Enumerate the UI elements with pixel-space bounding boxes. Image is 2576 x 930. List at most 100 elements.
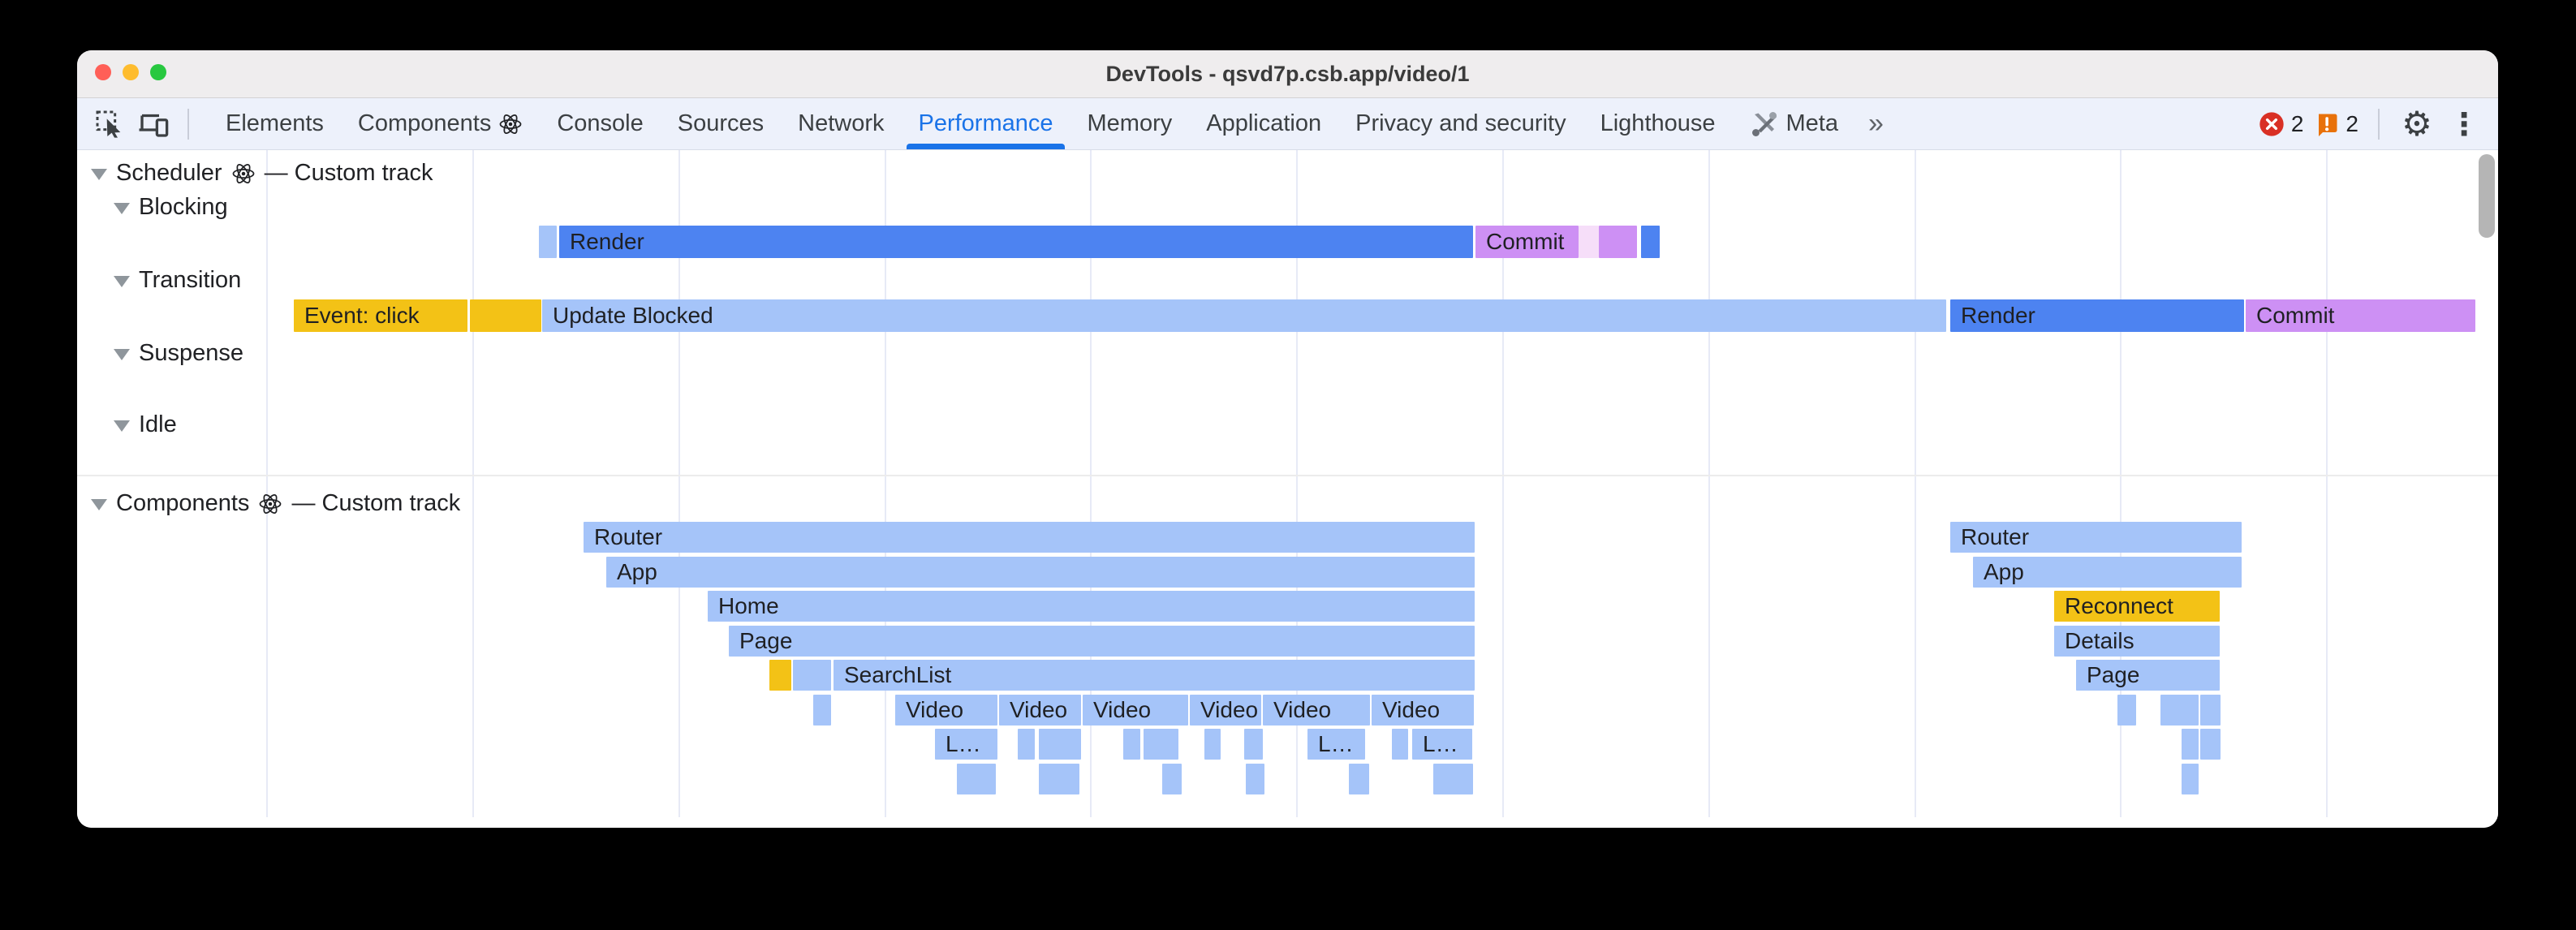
warning-icon: [2319, 114, 2337, 136]
tab-sources[interactable]: Sources: [661, 98, 781, 149]
track-label-scheduler[interactable]: Scheduler — Custom track: [91, 160, 433, 187]
flame-bar-commit[interactable]: Commit: [1475, 226, 1579, 258]
flame-bar-segment[interactable]: [2160, 695, 2199, 725]
flame-bar-router[interactable]: Router: [1950, 522, 2242, 553]
collapse-triangle-icon[interactable]: [114, 276, 130, 287]
flame-bar-render[interactable]: Render: [1950, 299, 2244, 332]
kebab-menu-icon[interactable]: ⋮: [2449, 105, 2479, 142]
flame-bar-segment[interactable]: [539, 226, 557, 258]
flame-bar-segment[interactable]: [1123, 729, 1140, 760]
tab-performance[interactable]: Performance: [901, 98, 1070, 149]
track-label-text: Idle: [139, 411, 177, 437]
track-label-text: Components: [116, 490, 250, 516]
collapse-triangle-icon[interactable]: [91, 499, 107, 510]
track-label-transition[interactable]: Transition: [114, 267, 241, 294]
timeline-gridline: [1708, 150, 1710, 817]
flame-bar-segment[interactable]: [1349, 764, 1369, 794]
inspect-icon[interactable]: [92, 106, 127, 142]
flame-bar-video[interactable]: Video: [1263, 695, 1370, 725]
track-label-suspense[interactable]: Suspense: [114, 340, 243, 367]
flame-bar-segment[interactable]: [1579, 226, 1599, 258]
flame-bar-segment[interactable]: [2182, 729, 2199, 760]
zoom-window-button[interactable]: [150, 64, 166, 80]
tab-label: Privacy and security: [1355, 110, 1566, 136]
flame-bar-commit[interactable]: Commit: [2246, 299, 2475, 332]
error-icon: [2259, 111, 2284, 136]
tab-elements[interactable]: Elements: [209, 98, 341, 149]
tab-memory[interactable]: Memory: [1070, 98, 1190, 149]
flame-bar-segment[interactable]: [470, 299, 541, 332]
flame-bar-update-blocked[interactable]: Update Blocked: [542, 299, 1946, 332]
flame-bar-video[interactable]: Video: [1190, 695, 1261, 725]
flame-bar-segment[interactable]: [1246, 764, 1264, 794]
flame-bar-page[interactable]: Page: [729, 626, 1475, 657]
track-label-suffix: — Custom track: [291, 490, 461, 516]
flame-bar-segment[interactable]: [1392, 729, 1408, 760]
flame-bar-searchlist[interactable]: SearchList: [834, 660, 1475, 691]
flame-bar-video[interactable]: Video: [999, 695, 1081, 725]
flame-bar-segment[interactable]: [1433, 764, 1473, 794]
more-tabs-button[interactable]: »: [1868, 108, 1885, 139]
timeline-gridline: [266, 150, 268, 817]
flame-bar-segment[interactable]: [1244, 729, 1263, 760]
collapse-triangle-icon[interactable]: [114, 203, 130, 214]
timeline-gridline: [472, 150, 474, 817]
flame-bar-segment[interactable]: [1144, 729, 1178, 760]
tab-label: Application: [1206, 110, 1322, 136]
flame-bar-segment[interactable]: [1599, 226, 1637, 258]
tab-components[interactable]: Components: [341, 98, 540, 149]
timeline-gridline: [1915, 150, 1916, 817]
flame-bar-segment[interactable]: [769, 660, 791, 691]
flame-bar-segment[interactable]: [2182, 764, 2199, 794]
flame-bar-video[interactable]: Video: [1083, 695, 1188, 725]
flame-bar-segment[interactable]: [1204, 729, 1221, 760]
flame-bar-page[interactable]: Page: [2076, 660, 2220, 691]
flame-bar-segment[interactable]: [1039, 729, 1081, 760]
close-window-button[interactable]: [95, 64, 111, 80]
error-badge[interactable]: 2: [2259, 111, 2303, 137]
flame-bar-render[interactable]: Render: [559, 226, 1473, 258]
controls-divider: [2378, 108, 2380, 140]
collapse-triangle-icon[interactable]: [91, 169, 107, 180]
performance-panel: Scheduler — Custom track Blocking Transitio…: [77, 150, 2498, 828]
track-label-components[interactable]: Components — Custom track: [91, 490, 460, 517]
flame-bar-l-[interactable]: L…: [1307, 729, 1365, 760]
track-label-idle[interactable]: Idle: [114, 411, 177, 438]
flame-bar-segment[interactable]: [957, 764, 996, 794]
flame-bar-segment[interactable]: [1039, 764, 1079, 794]
tab-privacy-and-security[interactable]: Privacy and security: [1338, 98, 1583, 149]
flame-bar-details[interactable]: Details: [2054, 626, 2220, 657]
flame-bar-segment[interactable]: [1018, 729, 1035, 760]
tab-application[interactable]: Application: [1189, 98, 1338, 149]
flame-bar-segment[interactable]: [793, 660, 831, 691]
flame-bar-router[interactable]: Router: [584, 522, 1475, 553]
timeline-gridline: [1502, 150, 1504, 817]
collapse-triangle-icon[interactable]: [114, 349, 130, 360]
flame-bar-segment[interactable]: [1641, 226, 1660, 258]
warning-badge[interactable]: 2: [2315, 111, 2358, 137]
flame-bar-video[interactable]: Video: [895, 695, 997, 725]
vertical-scrollbar-thumb[interactable]: [2479, 154, 2495, 238]
flame-bar-segment[interactable]: [2200, 695, 2221, 725]
flame-bar-home[interactable]: Home: [708, 591, 1475, 622]
gear-icon[interactable]: ⚙: [2402, 103, 2432, 144]
flame-bar-video[interactable]: Video: [1372, 695, 1474, 725]
flame-bar-segment[interactable]: [2117, 695, 2136, 725]
flame-bar-l-[interactable]: L…: [1412, 729, 1472, 760]
minimize-window-button[interactable]: [123, 64, 139, 80]
tab-lighthouse[interactable]: Lighthouse: [1583, 98, 1733, 149]
flame-bar-l-[interactable]: L…: [935, 729, 997, 760]
tab-network[interactable]: Network: [781, 98, 901, 149]
device-toolbar-icon[interactable]: [136, 106, 171, 142]
flame-bar-segment[interactable]: [813, 695, 831, 725]
flame-bar-app[interactable]: App: [606, 557, 1475, 588]
flame-bar-reconnect[interactable]: Reconnect: [2054, 591, 2220, 622]
flame-bar-segment[interactable]: [2200, 729, 2221, 760]
tab-meta[interactable]: Meta: [1733, 98, 1855, 149]
flame-bar-segment[interactable]: [1162, 764, 1182, 794]
flame-bar-event-click[interactable]: Event: click: [294, 299, 467, 332]
flame-bar-app[interactable]: App: [1973, 557, 2242, 588]
track-label-blocking[interactable]: Blocking: [114, 194, 228, 221]
collapse-triangle-icon[interactable]: [114, 420, 130, 432]
tab-console[interactable]: Console: [540, 98, 660, 149]
